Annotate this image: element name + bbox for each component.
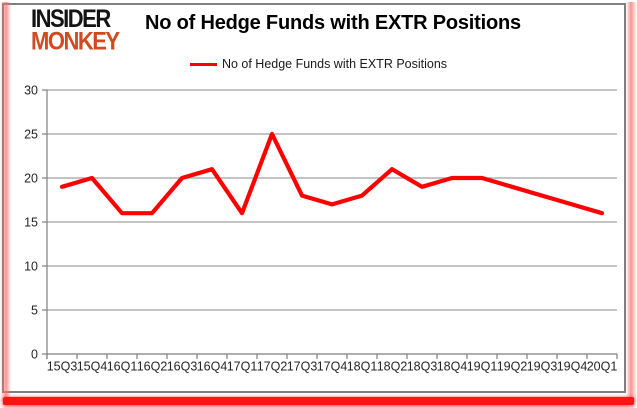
legend-label: No of Hedge Funds with EXTR Positions	[221, 57, 448, 71]
chart-title: No of Hedge Funds with EXTR Positions	[145, 12, 521, 34]
red-bottom-bar	[3, 397, 634, 405]
insider-monkey-logo: INSIDER MONKEY	[31, 4, 120, 56]
logo-line2: MONKEY	[31, 27, 120, 56]
logo-line1: INSIDER	[31, 4, 111, 33]
legend-line-swatch	[189, 62, 217, 66]
legend: No of Hedge Funds with EXTR Positions	[0, 57, 637, 71]
